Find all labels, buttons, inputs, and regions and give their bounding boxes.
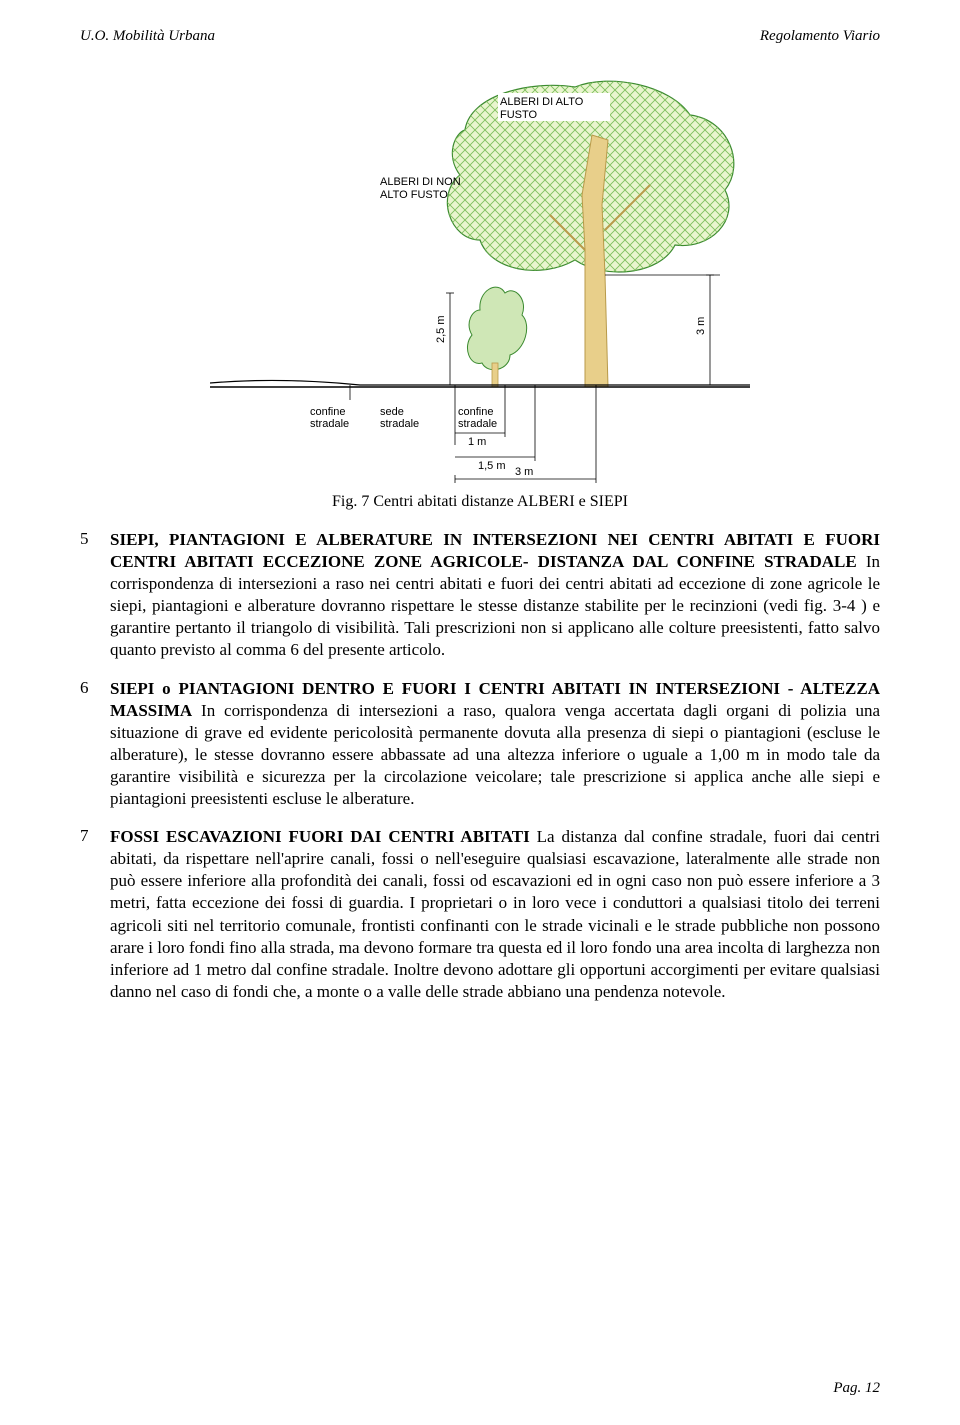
item-rest: La distanza dal confine stradale, fuori … xyxy=(110,827,880,1001)
tall-tree-trunk xyxy=(582,135,608,387)
label-sede-1: sede xyxy=(380,406,404,418)
item-number: 7 xyxy=(80,826,110,1003)
label-confine-right-2: stradale xyxy=(458,418,497,430)
label-confine-right-1: confine xyxy=(458,406,493,418)
header-right: Regolamento Viario xyxy=(760,28,880,45)
label-confine-left-2: stradale xyxy=(310,418,349,430)
item-body: SIEPI o PIANTAGIONI DENTRO E FUORI I CEN… xyxy=(110,678,880,811)
list-item-6: 6 SIEPI o PIANTAGIONI DENTRO E FUORI I C… xyxy=(80,678,880,811)
label-3m-v: 3 m xyxy=(695,317,707,335)
label-sede-2: stradale xyxy=(380,418,419,430)
dim-2-5m xyxy=(446,293,454,385)
figure-tree-diagram: ALBERI DI ALTO FUSTO ALBERI DI NON ALTO … xyxy=(210,75,750,485)
diagram-svg: ALBERI DI ALTO FUSTO ALBERI DI NON ALTO … xyxy=(210,75,750,485)
label-alberi-alto-line2: FUSTO xyxy=(500,109,538,121)
figure-caption: Fig. 7 Centri abitati distanze ALBERI e … xyxy=(80,493,880,511)
label-alberi-non-alto-line1: ALBERI DI NON xyxy=(380,176,461,188)
item-body: FOSSI ESCAVAZIONI FUORI DAI CENTRI ABITA… xyxy=(110,826,880,1003)
label-2-5m: 2,5 m xyxy=(435,315,447,343)
label-alberi-alto-line1: ALBERI DI ALTO xyxy=(500,96,584,108)
item-bold: FOSSI ESCAVAZIONI FUORI DAI CENTRI ABITA… xyxy=(110,827,530,846)
ground-line xyxy=(210,380,750,385)
label-1-5m: 1,5 m xyxy=(478,460,506,472)
label-1m: 1 m xyxy=(468,436,486,448)
header-left: U.O. Mobilità Urbana xyxy=(80,28,215,45)
item-body: SIEPI, PIANTAGIONI E ALBERATURE IN INTER… xyxy=(110,529,880,662)
short-tree-trunk xyxy=(492,363,498,387)
page: U.O. Mobilità Urbana Regolamento Viario … xyxy=(0,0,960,1425)
item-number: 5 xyxy=(80,529,110,662)
list-item-7: 7 FOSSI ESCAVAZIONI FUORI DAI CENTRI ABI… xyxy=(80,826,880,1003)
item-rest: In corrispondenza di intersezioni a raso… xyxy=(110,701,880,808)
item-bold: SIEPI, PIANTAGIONI E ALBERATURE IN INTER… xyxy=(110,530,880,571)
list-item-5: 5 SIEPI, PIANTAGIONI E ALBERATURE IN INT… xyxy=(80,529,880,662)
short-tree-foliage xyxy=(467,287,526,370)
label-alberi-non-alto-line2: ALTO FUSTO xyxy=(380,189,448,201)
label-confine-left-1: confine xyxy=(310,406,345,418)
page-header: U.O. Mobilità Urbana Regolamento Viario xyxy=(80,28,880,45)
label-3m-h: 3 m xyxy=(515,466,533,478)
page-footer: Pag. 12 xyxy=(833,1380,880,1397)
item-number: 6 xyxy=(80,678,110,811)
